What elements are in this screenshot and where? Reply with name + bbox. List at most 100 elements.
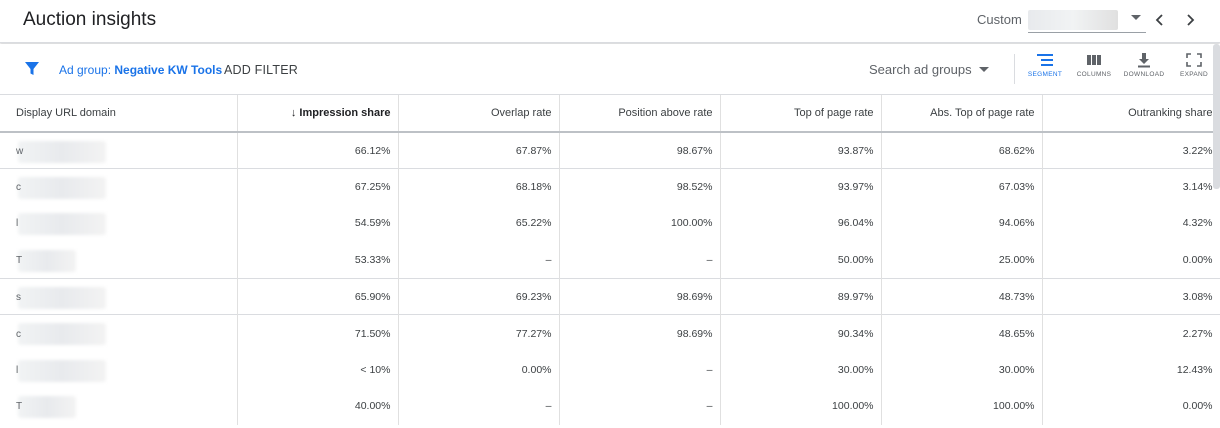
table-row: c 67.25% 68.18% 98.52% 93.97% 67.03% 3.14%: [0, 168, 1220, 206]
metric-cell: 4.32%: [1042, 205, 1220, 242]
search-ad-groups-dropdown[interactable]: Search ad groups: [869, 62, 972, 77]
column-header-impression-share[interactable]: ↓ Impression share: [237, 95, 399, 133]
metric-cell: 98.69%: [559, 277, 721, 315]
domain-cell: l: [0, 351, 238, 389]
chevron-left-icon: [1155, 14, 1163, 26]
metric-cell: 100.00%: [559, 205, 721, 242]
metric-cell: 69.23%: [398, 277, 560, 315]
date-range-dropdown-icon[interactable]: [1131, 15, 1141, 20]
metric-cell: 48.65%: [881, 314, 1043, 352]
ad-group-filter-chip[interactable]: Ad group: Negative KW Tools: [59, 63, 222, 77]
metric-cell: 12.43%: [1042, 351, 1220, 389]
metric-cell: 98.52%: [559, 168, 721, 206]
column-header-position-above-rate[interactable]: Position above rate: [559, 95, 721, 133]
segment-icon: [1037, 54, 1053, 66]
redacted-domain: [18, 286, 106, 309]
redacted-domain: [18, 177, 106, 200]
segment-label: SEGMENT: [1027, 71, 1063, 78]
metric-cell: 53.33%: [237, 241, 399, 279]
redacted-domain: [18, 213, 106, 236]
page-header: Auction insights Custom: [0, 0, 1220, 43]
metric-cell: 30.00%: [720, 351, 882, 389]
next-period-button[interactable]: [1180, 9, 1200, 31]
filter-bar: Ad group: Negative KW Tools ADD FILTER S…: [0, 44, 1220, 95]
domain-cell: l: [0, 205, 238, 242]
table-row: l < 10% 0.00% –30.00% 30.00% 12.43%: [0, 351, 1220, 389]
download-button[interactable]: DOWNLOAD: [1123, 52, 1165, 78]
table-row: s 65.90% 69.23% 98.69% 89.97% 48.73% 3.08%: [0, 277, 1220, 315]
domain-text: l: [16, 218, 19, 230]
metric-cell: 2.27%: [1042, 314, 1220, 352]
metric-cell: 98.69%: [559, 314, 721, 352]
expand-icon: [1186, 53, 1202, 67]
metric-cell: 0.00%: [398, 351, 560, 389]
filter-icon[interactable]: [24, 61, 40, 77]
redacted-domain: [18, 359, 106, 382]
metric-cell: –: [398, 388, 560, 425]
metric-cell: 3.22%: [1042, 132, 1220, 169]
domain-text: T: [16, 254, 23, 266]
redacted-domain: [18, 141, 106, 163]
metric-cell: 0.00%: [1042, 241, 1220, 279]
metric-cell: –: [559, 351, 721, 389]
impression-share-label: Impression share: [299, 107, 391, 119]
redacted-domain: [18, 396, 76, 419]
metric-cell: < 10%: [237, 351, 399, 389]
metric-cell: 25.00%: [881, 241, 1043, 279]
download-icon: [1138, 53, 1150, 68]
domain-text: s: [16, 291, 21, 303]
column-header-display-url-domain[interactable]: Display URL domain: [0, 95, 238, 133]
metric-cell: 93.97%: [720, 168, 882, 206]
expand-button[interactable]: EXPAND: [1177, 52, 1211, 78]
redacted-domain: [18, 249, 76, 272]
metric-cell: 50.00%: [720, 241, 882, 279]
metric-cell: 48.73%: [881, 277, 1043, 315]
domain-text: T: [16, 401, 23, 413]
date-range-label: Custom: [977, 12, 1022, 27]
metric-cell: 40.00%: [237, 388, 399, 425]
table-row: c 71.50% 77.27% 98.69% 90.34% 48.65% 2.27%: [0, 314, 1220, 352]
metric-cell: 68.18%: [398, 168, 560, 206]
column-header-overlap-rate[interactable]: Overlap rate: [398, 95, 560, 133]
metric-cell: 77.27%: [398, 314, 560, 352]
metric-cell: 94.06%: [881, 205, 1043, 242]
table-row: l 54.59% 65.22% 100.00% 96.04% 94.06% 4.32%: [0, 205, 1220, 242]
metric-cell: 3.14%: [1042, 168, 1220, 206]
domain-cell: w: [0, 132, 238, 169]
domain-cell: T: [0, 388, 238, 425]
date-range-underline: [1028, 32, 1146, 33]
domain-text: c: [16, 328, 21, 340]
metric-cell: 100.00%: [720, 388, 882, 425]
metric-cell: 65.22%: [398, 205, 560, 242]
columns-icon: [1087, 55, 1101, 65]
columns-button[interactable]: COLUMNS: [1075, 52, 1113, 78]
previous-period-button[interactable]: [1150, 9, 1170, 31]
column-header-top-of-page-rate[interactable]: Top of page rate: [720, 95, 882, 133]
metric-cell: 67.03%: [881, 168, 1043, 206]
filter-chip-value: Negative KW Tools: [114, 63, 223, 77]
add-filter-button[interactable]: ADD FILTER: [224, 63, 298, 77]
column-header-abs-top-of-page-rate[interactable]: Abs. Top of page rate: [881, 95, 1043, 133]
metric-cell: –: [559, 388, 721, 425]
chevron-right-icon: [1187, 14, 1195, 26]
metric-cell: –: [398, 241, 560, 279]
domain-text: c: [16, 182, 21, 194]
vertical-scrollbar[interactable]: [1213, 44, 1220, 189]
chevron-down-icon[interactable]: [979, 67, 989, 72]
auction-insights-table: Display URL domain ↓ Impression share Ov…: [0, 95, 1220, 425]
segment-button[interactable]: SEGMENT: [1026, 52, 1064, 78]
page-title: Auction insights: [23, 9, 157, 30]
metric-cell: 89.97%: [720, 277, 882, 315]
domain-cell: T: [0, 241, 238, 279]
domain-cell: c: [0, 314, 238, 352]
metric-cell: 30.00%: [881, 351, 1043, 389]
table-row: w 66.12% 67.87% 98.67% 93.87% 68.62% 3.22%: [0, 132, 1220, 169]
metric-cell: 0.00%: [1042, 388, 1220, 425]
metric-cell: –: [559, 241, 721, 279]
metric-cell: 66.12%: [237, 132, 399, 169]
date-range-value[interactable]: [1028, 10, 1118, 30]
domain-text: w: [16, 145, 24, 157]
metric-cell: 68.62%: [881, 132, 1043, 169]
columns-label: COLUMNS: [1076, 71, 1112, 78]
column-header-outranking-share[interactable]: Outranking share: [1042, 95, 1220, 133]
